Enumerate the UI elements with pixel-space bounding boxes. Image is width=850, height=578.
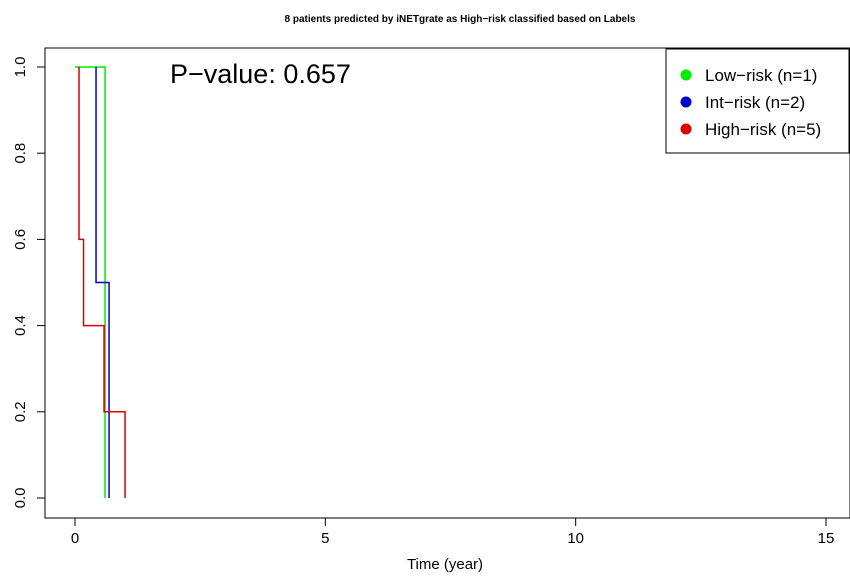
legend-label: Int−risk (n=2) — [705, 93, 805, 112]
y-tick-label: 0.8 — [12, 143, 29, 164]
x-axis: 0 5 10 15 — [71, 517, 835, 547]
legend-label: High−risk (n=5) — [705, 120, 821, 139]
x-tick-label: 5 — [321, 530, 329, 547]
x-axis-label: Time (year) — [407, 556, 483, 573]
chart-title: 8 patients predicted by iNETgrate as Hig… — [285, 14, 636, 25]
x-tick-label: 0 — [71, 530, 79, 547]
y-axis: 0.0 0.2 0.4 0.6 0.8 1.0 — [12, 57, 46, 509]
legend-label: Low−risk (n=1) — [705, 66, 817, 85]
x-tick-label: 10 — [567, 530, 584, 547]
p-value-annotation: P−value: 0.657 — [170, 59, 351, 89]
legend: Low−risk (n=1) Int−risk (n=2) High−risk (n… — [665, 48, 850, 154]
y-tick-label: 0.4 — [12, 315, 29, 336]
y-tick-label: 0.2 — [12, 401, 29, 422]
legend-marker — [680, 123, 692, 135]
legend-marker — [680, 69, 692, 81]
y-tick-label: 0.0 — [12, 488, 29, 509]
series-layer — [75, 66, 126, 498]
series-line-0 — [75, 66, 106, 498]
series-line-1 — [95, 67, 110, 498]
legend-marker — [680, 96, 692, 108]
series-line-2 — [78, 67, 126, 498]
y-tick-label: 1.0 — [12, 57, 29, 78]
plot-frame — [44, 47, 850, 519]
legend-box — [665, 48, 850, 154]
y-tick-label: 0.6 — [12, 229, 29, 250]
x-tick-label: 15 — [818, 530, 835, 547]
